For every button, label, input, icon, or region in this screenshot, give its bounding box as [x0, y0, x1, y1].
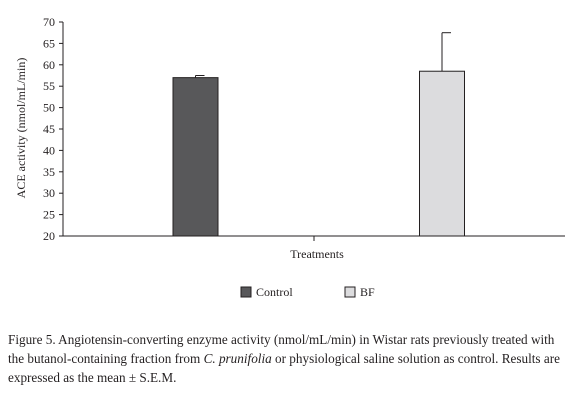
y-tick-label: 40 [43, 143, 55, 157]
y-axis-label: ACE activity (nmol/mL/min) [14, 58, 28, 199]
y-tick-label: 55 [43, 79, 55, 93]
y-tick-label: 70 [43, 15, 55, 29]
caption-species: C. prunifolia [203, 351, 272, 366]
y-tick-label: 35 [43, 165, 55, 179]
legend-swatch-control [240, 286, 252, 298]
bar-control [172, 77, 219, 237]
legend-label-control: Control [256, 285, 293, 299]
y-tick-label: 30 [43, 186, 55, 200]
legend-label-bf: BF [360, 285, 375, 299]
error-bars [195, 32, 451, 78]
y-tick-label: 45 [43, 122, 55, 136]
x-axis-label: Treatments [290, 247, 344, 261]
y-tick-label: 50 [43, 101, 55, 115]
caption-text: Figure 5. Angiotensin-converting enzyme … [8, 332, 555, 366]
legend: Control BF [240, 285, 375, 299]
x-axis [63, 235, 565, 241]
y-tick-label: 20 [43, 229, 55, 243]
legend-swatch-bf [344, 286, 356, 298]
bars [172, 70, 465, 237]
y-tick-label: 65 [43, 36, 55, 50]
figure-caption: Figure 5. Angiotensin-converting enzyme … [8, 330, 570, 387]
bar-chart: 20 25 30 35 40 45 50 55 60 65 70 ACE activity (nmo… [14, 15, 565, 299]
caption-text-end: or physiological saline solution as cont… [8, 351, 560, 385]
bar-bf [419, 70, 465, 237]
y-tick-label: 25 [43, 208, 55, 222]
y-axis: 20 25 30 35 40 45 50 55 60 65 70 [43, 15, 64, 243]
y-tick-label: 60 [43, 58, 55, 72]
